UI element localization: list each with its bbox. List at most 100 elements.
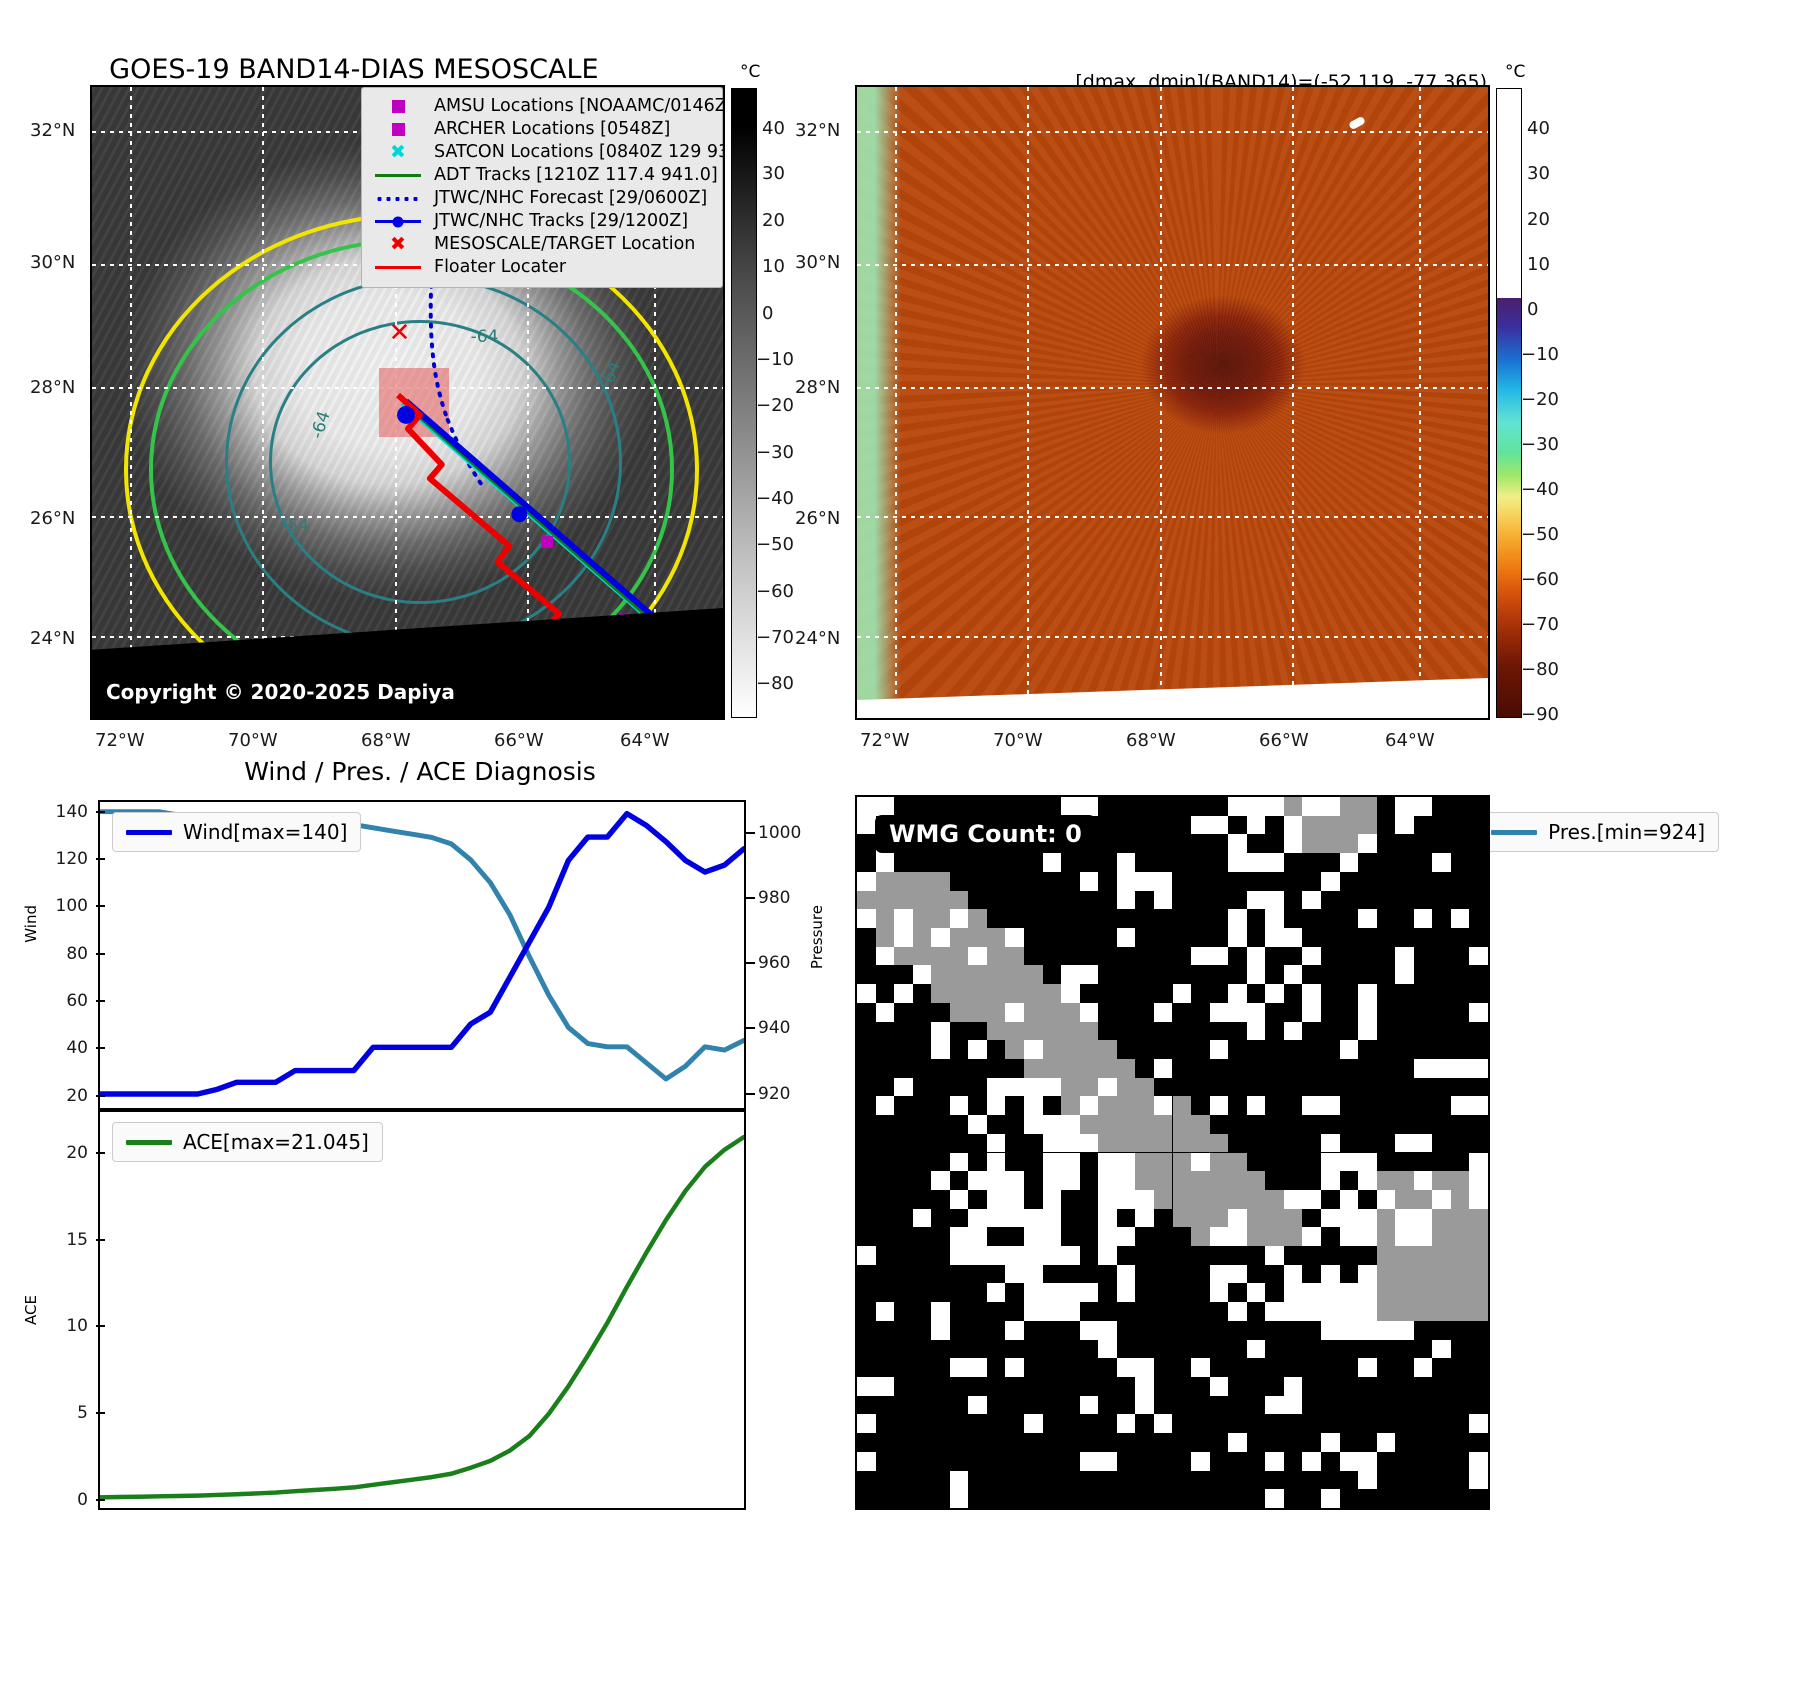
wmg-cell [1469,1470,1488,1490]
wmg-cell [1283,797,1303,816]
wmg-cell [875,946,895,966]
wmg-cell [1246,946,1266,966]
wmg-cell [1135,1077,1154,1097]
right-cb-tick--20: −20 [1521,389,1559,410]
wmg-cell [1358,1208,1377,1228]
axis-tick-20: 20 [66,1143,88,1164]
wmg-cell [1005,1208,1025,1228]
wind-legend-label: Wind[max=140] [183,820,348,844]
wmg-cell [949,1152,969,1172]
wmg-cell [986,1133,1006,1153]
wmg-cell [1079,965,1099,985]
wmg-cell [1395,1208,1414,1228]
left-ir-map[interactable]: -64 -64 -64 -54 ✕ AMSU Locations [NOAAMC… [90,85,725,720]
axis-tick-120: 120 [55,849,88,870]
wmg-panel[interactable]: WMG Count: 0 [855,795,1490,1510]
wmg-cell [931,984,950,1003]
wmg-cell [1339,1208,1359,1228]
right-grid-lat-26 [857,516,1488,519]
wmg-cell [1061,1246,1080,1265]
wmg-cell [1413,1208,1433,1228]
wmg-cell [1395,797,1414,816]
wmg-cell [1302,984,1321,1003]
wmg-cell [1339,1451,1359,1471]
axis-tick-mark [746,831,755,834]
right-lat-tick-24: 24°N [795,628,841,649]
ace-chart[interactable] [98,1110,746,1510]
contour-label-64-a: -64 [470,326,499,347]
ace-plot [100,1134,744,1500]
left-cb-tick--30: −30 [756,442,794,463]
right-lon-tick-66: 66°W [1259,730,1309,751]
wmg-cell [1024,1208,1043,1228]
wmg-cell [1116,1414,1136,1434]
left-cb-tick-20: 20 [762,210,785,231]
left-lat-tick-32: 32°N [30,120,76,141]
wmg-cell [949,1002,969,1022]
wmg-cell [1172,1096,1192,1116]
wmg-cell [1098,1227,1117,1247]
right-lon-tick-70: 70°W [993,730,1043,751]
wind-legend-line-icon [126,829,172,835]
wmg-cell [968,927,987,947]
wmg-cell [968,1227,987,1247]
wmg-cell [1079,1451,1099,1471]
pressure-legend[interactable]: Pres.[min=924] [1477,812,1719,852]
wmg-cell [1246,1021,1266,1041]
wind-legend[interactable]: Wind[max=140] [112,812,362,852]
wmg-cell [1024,1058,1043,1078]
wmg-cell [1116,1189,1136,1209]
wmg-cell [1228,984,1247,1003]
wmg-cell [1265,797,1284,816]
wmg-cell [1246,1283,1266,1303]
wmg-cell [1079,1058,1099,1078]
target-x-icon: ✖ [390,233,406,255]
wmg-cell [1005,1264,1025,1284]
pressure-legend-line-icon [1491,829,1538,835]
wmg-cell [1413,1227,1433,1247]
legend-label-tracks: JTWC/NHC Tracks [29/1200Z] [434,211,689,231]
wmg-cell [1469,1246,1488,1265]
wmg-cell [1320,1302,1340,1321]
wmg-cell [949,1470,969,1490]
wmg-cell [1302,946,1321,966]
contour-ring-teal-inner [268,320,572,605]
wmg-cell [986,965,1006,985]
wmg-cell [1024,1227,1043,1247]
wmg-cell [1153,871,1173,891]
diagnosis-chart-title: Wind / Pres. / ACE Diagnosis [244,757,596,786]
wmg-cell [1413,1189,1433,1209]
wmg-cell [1061,797,1080,816]
wmg-cell [1098,1208,1117,1228]
wmg-cell [912,946,932,966]
wmg-cell [1302,1227,1321,1247]
right-bd-map[interactable] [855,85,1490,720]
wmg-cell [1469,1283,1488,1303]
wmg-cell [1358,1227,1377,1247]
wmg-cell [1228,1264,1247,1284]
wmg-cell [949,946,969,966]
wmg-cell [1246,1208,1266,1228]
wmg-cell [1358,1264,1377,1284]
legend-label-satcon: SATCON Locations [0840Z 129 933] [434,142,725,162]
wmg-cell [912,1208,932,1228]
right-grid-lon-68 [1159,87,1162,718]
wmg-cell [912,871,932,891]
wmg-cell [1339,1320,1359,1340]
forecast-dotted-line-icon [372,196,424,201]
wmg-cell [949,1189,969,1209]
left-panel-title-line1: GOES-19 BAND14-DIAS MESOSCALE [109,54,599,85]
axis-tick-60: 60 [66,991,88,1012]
left-cb-tick--40: −40 [756,488,794,509]
wmg-cell [1135,1208,1154,1228]
legend-row-satcon: ✖ SATCON Locations [0840Z 129 933] [372,141,723,164]
wmg-cell [857,890,876,910]
wmg-cell [1376,1283,1396,1303]
wmg-cell [1153,1096,1173,1116]
wmg-cell [1116,871,1136,891]
legend-row-target: ✖ MESOSCALE/TARGET Location [372,233,712,256]
ace-legend[interactable]: ACE[max=21.045] [112,1122,383,1162]
wmg-cell [1376,1189,1396,1209]
wmg-cell [1042,1189,1062,1209]
wmg-cell [968,1171,987,1190]
